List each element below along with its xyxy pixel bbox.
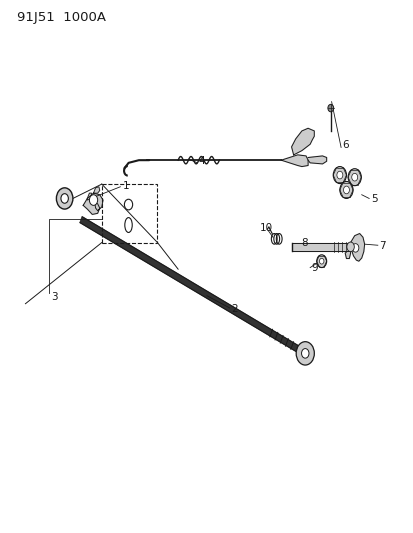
Polygon shape bbox=[291, 128, 313, 155]
Circle shape bbox=[351, 173, 357, 181]
Text: 9: 9 bbox=[311, 263, 318, 272]
Circle shape bbox=[336, 171, 342, 179]
Text: 3: 3 bbox=[51, 292, 57, 302]
Polygon shape bbox=[80, 217, 298, 352]
Circle shape bbox=[89, 195, 97, 205]
Text: 5: 5 bbox=[370, 194, 377, 204]
Circle shape bbox=[327, 104, 333, 112]
Text: 7: 7 bbox=[379, 241, 385, 251]
Circle shape bbox=[301, 349, 308, 358]
Polygon shape bbox=[280, 155, 307, 166]
Polygon shape bbox=[83, 193, 103, 214]
Circle shape bbox=[295, 342, 313, 365]
Polygon shape bbox=[93, 187, 100, 193]
Polygon shape bbox=[350, 233, 364, 261]
Text: 1: 1 bbox=[122, 181, 129, 191]
Text: 8: 8 bbox=[300, 238, 307, 247]
Circle shape bbox=[61, 193, 68, 203]
Circle shape bbox=[346, 242, 354, 252]
Circle shape bbox=[351, 244, 358, 252]
Polygon shape bbox=[307, 156, 326, 164]
Text: 4: 4 bbox=[198, 156, 205, 166]
Bar bbox=[102, 184, 157, 243]
Circle shape bbox=[319, 259, 323, 264]
Polygon shape bbox=[291, 243, 349, 251]
Text: 10: 10 bbox=[259, 223, 272, 233]
Text: 6: 6 bbox=[342, 140, 348, 150]
Circle shape bbox=[332, 166, 346, 183]
Text: 91J51  1000A: 91J51 1000A bbox=[17, 11, 106, 25]
Circle shape bbox=[339, 181, 352, 198]
Polygon shape bbox=[87, 193, 91, 200]
Circle shape bbox=[343, 186, 349, 194]
Text: 2: 2 bbox=[230, 304, 237, 314]
Circle shape bbox=[56, 188, 73, 209]
Circle shape bbox=[347, 168, 361, 185]
Circle shape bbox=[316, 255, 326, 268]
Polygon shape bbox=[344, 244, 350, 259]
